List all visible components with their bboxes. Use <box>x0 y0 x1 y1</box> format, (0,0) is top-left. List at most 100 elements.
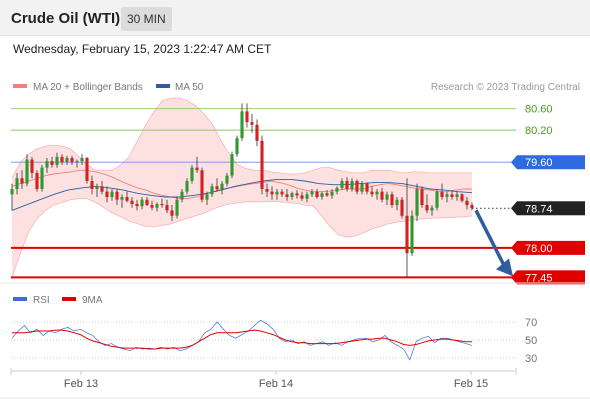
candle-body <box>415 189 419 216</box>
candle-body <box>140 199 144 207</box>
candle-body <box>375 191 379 195</box>
candle-body <box>350 180 354 189</box>
moving-averages <box>11 169 473 211</box>
level-label-79-60: 79.60 <box>525 157 553 169</box>
level-tags: 80.60 80.20 79.60 78.74 78.00 77.45 <box>511 104 585 285</box>
forecast-arrow-head <box>496 258 513 277</box>
time-tick-label: Feb 15 <box>454 378 488 390</box>
level-tag-77-45 <box>517 270 585 285</box>
ma20-line <box>11 169 472 200</box>
candle-body <box>75 161 79 163</box>
candle-body <box>45 161 49 168</box>
candle-body <box>370 191 374 195</box>
ma50-line <box>11 178 473 211</box>
candle-body <box>105 191 109 198</box>
rsi-line <box>11 319 473 361</box>
candle-body <box>225 175 229 184</box>
candle-body <box>395 199 399 206</box>
ma20-legend-swatch <box>13 84 27 88</box>
candle-body <box>135 203 139 207</box>
candle-body <box>230 154 234 176</box>
candle-body <box>325 193 329 196</box>
price-legend: MA 20 + Bollinger Bands MA 50 Research ©… <box>13 82 580 93</box>
candle-body <box>50 161 54 165</box>
candle-body <box>195 167 199 171</box>
rsi-legend-swatch <box>13 297 27 301</box>
level-tag-pointer <box>511 270 517 285</box>
candlesticks <box>10 103 474 278</box>
candle-body <box>235 138 239 155</box>
timeframe-badge[interactable]: 30 MIN <box>121 7 172 31</box>
candle-body <box>100 186 104 192</box>
candle-body <box>315 191 319 198</box>
level-label-80-20: 80.20 <box>525 125 553 137</box>
level-label-80-60: 80.60 <box>525 104 553 116</box>
candle-body <box>55 156 59 165</box>
candle-body <box>310 191 314 195</box>
candle-body <box>95 186 99 189</box>
candle-body <box>15 178 19 189</box>
candle-body <box>390 194 394 206</box>
candle-body <box>220 183 224 189</box>
candle-body <box>205 194 209 200</box>
candle-body <box>385 194 389 200</box>
candle-body <box>260 140 264 189</box>
candle-body <box>40 167 44 189</box>
rsi-legend: RSI 9MA <box>13 295 103 306</box>
forecast-arrow <box>474 209 513 277</box>
candle-body <box>20 178 24 184</box>
candle-body <box>245 111 249 123</box>
level-tag-pointer <box>511 155 517 170</box>
candle-body <box>270 191 274 195</box>
bollinger-lower <box>11 198 473 278</box>
ma50-legend-label: MA 50 <box>175 82 204 93</box>
level-tag-79-60 <box>517 155 585 170</box>
candle-body <box>305 194 309 199</box>
candle-body <box>330 191 334 196</box>
candle-body <box>175 199 179 216</box>
rsi-tick-label: 30 <box>525 353 537 365</box>
candle-body <box>125 197 129 201</box>
candle-body <box>65 157 69 163</box>
rsi-ma9-line <box>12 329 472 350</box>
candle-body <box>180 191 184 200</box>
rsi-legend-label: RSI <box>33 295 50 306</box>
time-axis: Feb 13 Feb 14 Feb 15 <box>10 368 517 390</box>
candle-body <box>355 180 359 192</box>
candle-body <box>185 180 189 192</box>
bollinger-fill <box>12 98 472 278</box>
candle-body <box>345 180 349 189</box>
candle-body <box>455 194 459 198</box>
header-bar: Crude Oil (WTI) 30 MIN <box>0 0 590 36</box>
candle-body <box>130 200 134 204</box>
candle-body <box>70 157 74 163</box>
candle-body <box>380 191 384 200</box>
candle-body <box>440 191 444 198</box>
bollinger-upper <box>11 97 472 179</box>
candle-body <box>215 186 219 189</box>
ma50-legend-swatch <box>156 84 170 88</box>
candle-body <box>80 157 84 162</box>
candle-body <box>405 215 409 254</box>
candle-body <box>445 194 449 198</box>
candle-body <box>450 194 454 198</box>
credit-text: Research © 2023 Trading Central <box>431 82 580 93</box>
candle-body <box>470 205 474 209</box>
candle-body <box>410 215 414 254</box>
candle-body <box>190 167 194 181</box>
ma9-legend-label: 9MA <box>82 295 103 306</box>
forecast-arrow-shaft <box>474 209 506 267</box>
bollinger-bands <box>11 97 473 278</box>
candle-body <box>425 205 429 211</box>
level-tag-78-00 <box>517 240 585 255</box>
candle-body <box>435 191 439 208</box>
timestamp: Wednesday, February 15, 2023 1:22:47 AM … <box>13 42 272 56</box>
candle-body <box>115 191 119 200</box>
candle-body <box>420 189 424 206</box>
level-label-78-00: 78.00 <box>525 243 553 255</box>
ma9-legend-swatch <box>62 297 76 301</box>
candle-body <box>290 193 294 198</box>
candle-body <box>10 189 14 195</box>
candle-body <box>150 205 154 208</box>
level-tag-pointer <box>511 240 517 255</box>
